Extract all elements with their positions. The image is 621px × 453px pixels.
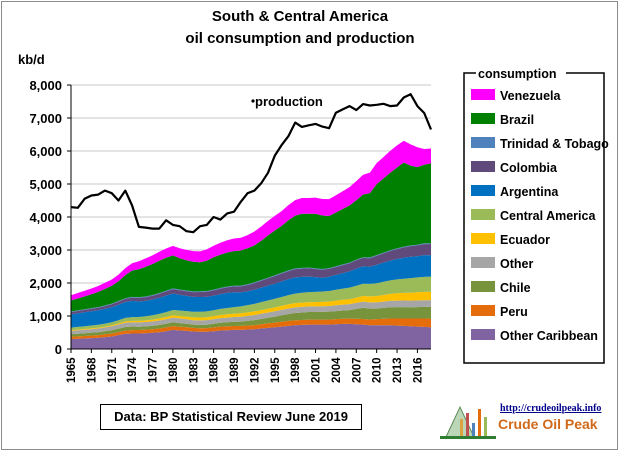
- legend-items: Venezuela Brazil Trinidad & Tobago Colombia…: [471, 89, 609, 343]
- x-tick-label: 2001: [311, 357, 323, 383]
- consumption-areas: [71, 140, 431, 349]
- legend-label-other: Other: [500, 257, 533, 271]
- x-tick-label: 1965: [66, 357, 78, 383]
- y-tick-label: 0: [55, 342, 62, 357]
- source-note: Data: BP Statistical Review June 2019: [100, 404, 362, 430]
- legend-label-trinidad-tobago: Trinidad & Tobago: [500, 137, 609, 151]
- legend-swatch-central-america: [471, 209, 495, 220]
- x-tick-label: 2004: [331, 357, 343, 383]
- y-tick-label: 6,000: [29, 144, 62, 159]
- y-tick-label: 2,000: [29, 276, 62, 291]
- area-argentina: [71, 255, 431, 328]
- area-chile: [71, 306, 431, 337]
- legend-title: consumption: [478, 67, 556, 81]
- legend-label-argentina: Argentina: [500, 185, 559, 199]
- production-line: [70, 93, 433, 234]
- x-tick-label: 1968: [86, 357, 98, 383]
- legend-label-peru: Peru: [500, 305, 528, 319]
- legend-label-colombia: Colombia: [500, 161, 558, 175]
- area-central-america: [71, 276, 431, 331]
- axes: [67, 84, 431, 353]
- area-brazil: [71, 162, 431, 312]
- y-tick-label: 4,000: [29, 210, 62, 225]
- x-tick-label: 1998: [290, 357, 302, 383]
- legend-swatch-venezuela: [471, 89, 495, 100]
- x-tick-label: 1995: [270, 357, 282, 383]
- y-tick-label: 7,000: [29, 111, 62, 126]
- legend-swatch-colombia: [471, 161, 495, 172]
- legend-label-other-caribbean: Other Caribbean: [500, 329, 598, 343]
- production-series: [70, 93, 433, 234]
- legend-swatch-other-caribbean: [471, 329, 495, 340]
- legend-label-ecuador: Ecuador: [500, 233, 550, 247]
- production-line-label: production: [255, 94, 323, 109]
- legend-swatch-chile: [471, 281, 495, 292]
- x-tick-label: 1983: [188, 357, 200, 383]
- x-tick-label: 1986: [209, 357, 221, 383]
- x-tick-label: 1980: [168, 357, 180, 383]
- legend-swatch-trinidad-tobago: [471, 137, 495, 148]
- x-tick-labels: 1965 1968 1971 1974 1977 1980 1983 1986 1989 1992…: [66, 357, 424, 383]
- legend-swatch-ecuador: [471, 233, 495, 244]
- area-colombia: [71, 244, 431, 315]
- crude-oil-peak-logo[interactable]: http://crudeoilpeak.info Crude Oil Peak: [440, 403, 612, 439]
- x-tick-label: 1977: [148, 357, 160, 383]
- legend-swatch-peru: [471, 305, 495, 316]
- x-tick-label: 2010: [372, 357, 384, 383]
- legend-swatch-brazil: [471, 113, 495, 124]
- legend-label-venezuela: Venezuela: [500, 89, 561, 103]
- area-trinidad-tobago: [71, 243, 431, 312]
- x-tick-label: 1989: [229, 357, 241, 383]
- logo-url-link[interactable]: http://crudeoilpeak.info: [500, 403, 602, 414]
- legend-label-central-america: Central America: [500, 209, 596, 223]
- x-tick-label: 2016: [412, 357, 424, 383]
- x-tick-label: 1974: [127, 357, 139, 383]
- area-ecuador: [71, 291, 431, 331]
- chart-title-line2: oil consumption and production: [185, 30, 414, 47]
- y-tick-label: 5,000: [29, 177, 62, 192]
- legend-swatch-argentina: [471, 185, 495, 196]
- x-tick-label: 2007: [351, 357, 363, 383]
- legend-label-brazil: Brazil: [500, 113, 534, 127]
- legend-swatch-other: [471, 257, 495, 268]
- area-venezuela: [71, 140, 431, 301]
- production-label-marker: [251, 99, 255, 103]
- x-tick-label: 1992: [249, 357, 261, 383]
- x-tick-label: 2013: [392, 357, 404, 383]
- y-tick-label: 3,000: [29, 243, 62, 258]
- chart-title-line1: South & Central America: [212, 8, 389, 25]
- y-tick-label: 1,000: [29, 309, 62, 324]
- x-tick-label: 1971: [107, 357, 119, 383]
- logo-name: Crude Oil Peak: [498, 416, 598, 432]
- y-axis-label: kb/d: [18, 52, 45, 67]
- legend-label-chile: Chile: [500, 281, 531, 295]
- legend: consumption Venezuela Brazil Trinidad & To…: [463, 66, 609, 364]
- area-other-caribbean: [71, 323, 431, 349]
- y-tick-label: 8,000: [29, 78, 62, 93]
- area-peru: [71, 318, 431, 340]
- area-other: [71, 300, 431, 335]
- oil-derrick-icon: [440, 405, 496, 439]
- y-tick-labels: 0 1,000 2,000 3,000 4,000 5,000 6,000 7,000 8,00…: [29, 78, 62, 357]
- legend-title-bg: [476, 66, 566, 80]
